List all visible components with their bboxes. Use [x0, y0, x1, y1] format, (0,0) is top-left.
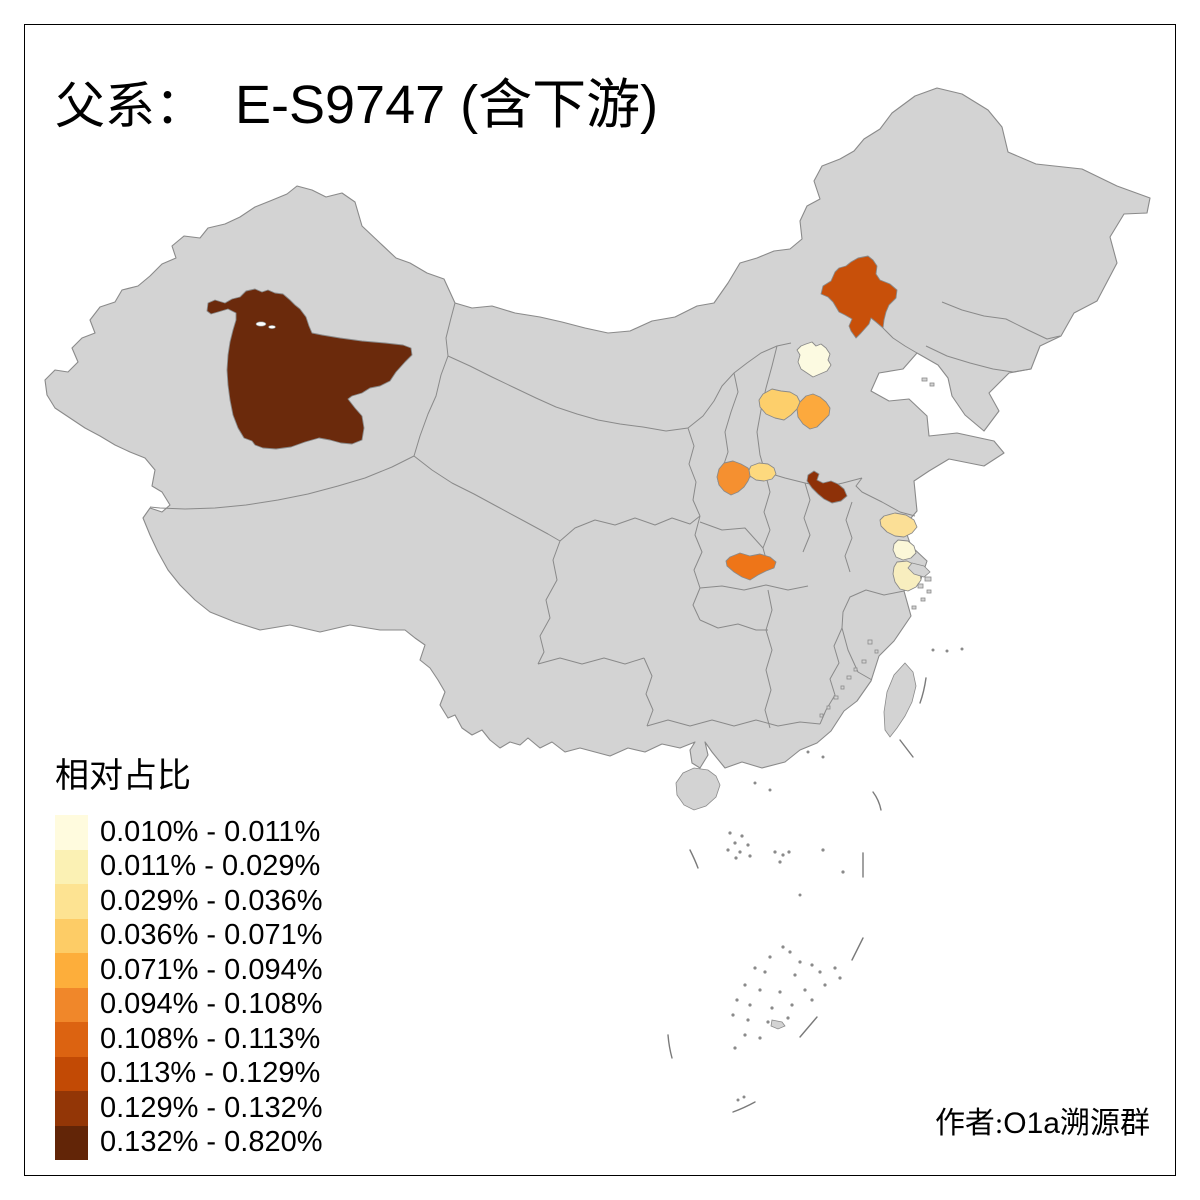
map-region-xinjiang-central [206, 288, 413, 450]
legend-swatch [55, 1091, 88, 1126]
legend-label: 0.029% - 0.036% [100, 884, 323, 917]
map-region-jiangsu-south [892, 539, 917, 561]
legend-label: 0.094% - 0.108% [100, 988, 323, 1021]
map-region-jiangsu-northwest [806, 470, 848, 504]
legend-label: 0.129% - 0.132% [100, 1091, 323, 1124]
legend-row: 0.108% - 0.113% [55, 1022, 322, 1057]
map-region-inner-mongolia-chifeng [820, 255, 898, 339]
attribution-name: O1a [1003, 1107, 1060, 1140]
legend-swatch [55, 815, 88, 850]
map-region-jiangsu-coastal [879, 512, 918, 538]
legend-row: 0.132% - 0.820% [55, 1125, 323, 1160]
map-region-hubei-west [725, 552, 777, 581]
colored-regions [206, 255, 922, 592]
legend-swatch [55, 1056, 88, 1091]
legend-label: 0.132% - 0.820% [100, 1126, 323, 1159]
legend-swatch [55, 987, 88, 1022]
attribution-prefix: 作者: [934, 1107, 1004, 1140]
title-prefix: 父系： [55, 78, 205, 134]
legend-label: 0.071% - 0.094% [100, 953, 323, 986]
map-legend: 相对占比 0.010% - 0.011% 0.011% - 0.029% 0.0… [55, 748, 322, 1160]
chongming-island [907, 562, 931, 578]
legend-title: 相对占比 [55, 758, 191, 795]
china-mainland [44, 87, 1151, 769]
legend-row: 0.036% - 0.071% [55, 918, 323, 953]
legend-row: 0.113% - 0.129% [55, 1056, 322, 1091]
legend-label: 0.011% - 0.029% [100, 850, 321, 883]
legend-label: 0.010% - 0.011% [100, 815, 321, 848]
map-region-beijing [796, 341, 832, 378]
map-region-shanxi-east [758, 388, 801, 421]
attribution: 作者:O1a溯源群 [935, 1098, 1150, 1142]
hainan-island [675, 767, 721, 811]
title-main: E-S9747 (含下游) [235, 75, 659, 135]
legend-row: 0.094% - 0.108% [55, 987, 323, 1022]
legend-row: 0.071% - 0.094% [55, 953, 322, 988]
xinjiang-enclave-dot [255, 321, 267, 327]
map-region-shaanxi-central [716, 460, 752, 496]
map-region-shaanxi-east-small [748, 462, 777, 482]
legend-swatch [55, 918, 88, 953]
xinjiang-enclave-dot [268, 325, 276, 329]
legend-label: 0.113% - 0.129% [100, 1057, 321, 1090]
legend-row: 0.029% - 0.036% [55, 884, 322, 919]
legend-swatch [55, 953, 88, 988]
legend-row: 0.129% - 0.132% [55, 1091, 322, 1126]
attribution-suffix: 溯源群 [1060, 1107, 1150, 1140]
islands [675, 377, 935, 1030]
legend-row: 0.011% - 0.029% [55, 849, 322, 884]
map-region-hebei-west [796, 393, 831, 430]
south-china-sea-features [667, 647, 964, 1113]
legend-swatch [55, 849, 88, 884]
page-title: 父系： E-S9747 (含下游) [55, 60, 658, 139]
legend-swatch [55, 1125, 88, 1160]
legend-label: 0.108% - 0.113% [100, 1022, 321, 1055]
legend-swatch [55, 1022, 88, 1057]
legend-row: 0.010% - 0.011% [55, 815, 322, 850]
legend-swatch [55, 884, 88, 919]
island-dots [726, 647, 964, 1102]
legend-label: 0.036% - 0.071% [100, 919, 323, 952]
boundary-dash-lines [667, 677, 927, 1113]
taiwan-island [883, 662, 917, 738]
